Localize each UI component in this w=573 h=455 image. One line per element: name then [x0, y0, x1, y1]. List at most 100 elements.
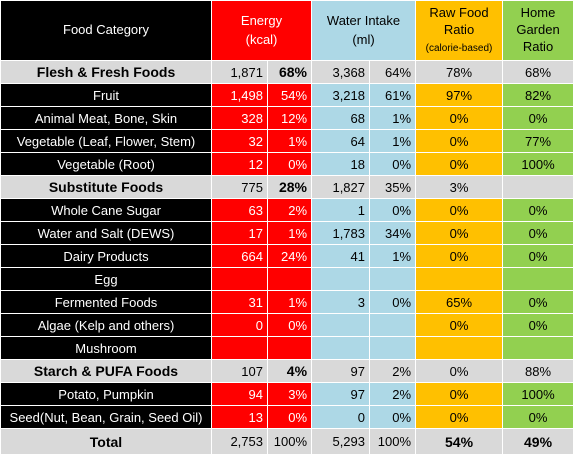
row-ml-pct: 0%	[370, 406, 416, 429]
row-home: 82%	[503, 84, 573, 107]
row-raw: 0%	[416, 314, 503, 337]
header-energy-label: Energy	[241, 13, 282, 28]
row-ml-pct: 1%	[370, 107, 416, 130]
row-kcal: 63	[212, 199, 268, 222]
row-name: Vegetable (Leaf, Flower, Stem)	[1, 130, 212, 153]
table-row: Vegetable (Root) 12 0% 18 0% 0% 100%	[1, 153, 573, 176]
row-ml-pct: 34%	[370, 222, 416, 245]
table-row: Algae (Kelp and others) 0 0% 0% 0%	[1, 314, 573, 337]
row-ml: 3,218	[312, 84, 370, 107]
row-home	[503, 176, 573, 199]
table-row: Whole Cane Sugar 63 2% 1 0% 0% 0%	[1, 199, 573, 222]
row-ml-pct: 2%	[370, 360, 416, 383]
row-name: Dairy Products	[1, 245, 212, 268]
row-home: 0%	[503, 314, 573, 337]
table-row-group: Flesh & Fresh Foods 1,871 68% 3,368 64% …	[1, 61, 573, 84]
row-kcal-pct: 12%	[268, 107, 312, 130]
table-row: Potato, Pumpkin 94 3% 97 2% 0% 100%	[1, 383, 573, 406]
row-raw	[416, 268, 503, 291]
row-ml-pct	[370, 268, 416, 291]
row-home: 0%	[503, 199, 573, 222]
row-home	[503, 268, 573, 291]
row-ml: 41	[312, 245, 370, 268]
row-kcal	[212, 337, 268, 360]
row-kcal-pct: 1%	[268, 222, 312, 245]
row-kcal: 0	[212, 314, 268, 337]
row-kcal-pct: 1%	[268, 291, 312, 314]
row-name: Starch & PUFA Foods	[1, 360, 212, 383]
row-raw: 65%	[416, 291, 503, 314]
row-name: Water and Salt (DEWS)	[1, 222, 212, 245]
row-name: Seed(Nut, Bean, Grain, Seed Oil)	[1, 406, 212, 429]
row-name: Vegetable (Root)	[1, 153, 212, 176]
header-raw-food-note: (calorie-based)	[426, 43, 493, 54]
row-name: Animal Meat, Bone, Skin	[1, 107, 212, 130]
row-kcal: 1,871	[212, 61, 268, 84]
header-raw-food-line1: Raw Food	[429, 5, 488, 20]
table-row-group: Starch & PUFA Foods 107 4% 97 2% 0% 88%	[1, 360, 573, 383]
row-raw: 0%	[416, 245, 503, 268]
row-kcal	[212, 268, 268, 291]
table-row: Fermented Foods 31 1% 3 0% 65% 0%	[1, 291, 573, 314]
row-name: Substitute Foods	[1, 176, 212, 199]
row-home: 68%	[503, 61, 573, 84]
row-ml-pct: 61%	[370, 84, 416, 107]
row-kcal: 107	[212, 360, 268, 383]
row-ml	[312, 268, 370, 291]
row-ml-pct: 35%	[370, 176, 416, 199]
row-kcal-pct: 28%	[268, 176, 312, 199]
row-name: Fruit	[1, 84, 212, 107]
row-raw: 0%	[416, 199, 503, 222]
row-ml-pct: 0%	[370, 153, 416, 176]
header-water-unit: (ml)	[352, 32, 374, 47]
row-kcal-pct: 54%	[268, 84, 312, 107]
row-raw: 0%	[416, 153, 503, 176]
row-raw	[416, 337, 503, 360]
row-ml-pct: 2%	[370, 383, 416, 406]
row-kcal: 1,498	[212, 84, 268, 107]
row-home	[503, 337, 573, 360]
row-kcal: 17	[212, 222, 268, 245]
row-kcal: 775	[212, 176, 268, 199]
row-kcal-pct	[268, 268, 312, 291]
row-name: Potato, Pumpkin	[1, 383, 212, 406]
row-home: 0%	[503, 222, 573, 245]
table-row: Egg	[1, 268, 573, 291]
header-home-line1: Home	[521, 5, 556, 20]
row-ml: 0	[312, 406, 370, 429]
header-energy: Energy (kcal)	[212, 1, 312, 61]
row-ml-pct	[370, 337, 416, 360]
row-ml: 18	[312, 153, 370, 176]
row-kcal-pct: 1%	[268, 130, 312, 153]
row-kcal: 664	[212, 245, 268, 268]
row-raw: 0%	[416, 130, 503, 153]
row-kcal-pct: 68%	[268, 61, 312, 84]
row-ml: 1,827	[312, 176, 370, 199]
row-home: 77%	[503, 130, 573, 153]
row-ml-pct: 64%	[370, 61, 416, 84]
row-kcal: 13	[212, 406, 268, 429]
row-name: Flesh & Fresh Foods	[1, 61, 212, 84]
row-home: 0%	[503, 245, 573, 268]
row-kcal-pct: 0%	[268, 406, 312, 429]
table-row: Mushroom	[1, 337, 573, 360]
row-ml-pct: 0%	[370, 291, 416, 314]
table-row: Fruit 1,498 54% 3,218 61% 97% 82%	[1, 84, 573, 107]
row-kcal: 94	[212, 383, 268, 406]
row-kcal: 12	[212, 153, 268, 176]
row-raw: 0%	[416, 360, 503, 383]
header-home-line2: Garden	[516, 22, 559, 37]
row-kcal-pct: 0%	[268, 314, 312, 337]
row-home: 0%	[503, 291, 573, 314]
row-raw: 0%	[416, 107, 503, 130]
row-kcal-pct: 4%	[268, 360, 312, 383]
row-name: Egg	[1, 268, 212, 291]
header-home-line3: Ratio	[523, 39, 553, 54]
row-ml: 68	[312, 107, 370, 130]
table-row-group: Substitute Foods 775 28% 1,827 35% 3%	[1, 176, 573, 199]
row-ml-pct	[370, 314, 416, 337]
header-row: Food Category Energy (kcal) Water Intake…	[1, 1, 573, 61]
row-ml: 64	[312, 130, 370, 153]
header-water-label: Water Intake	[327, 13, 400, 28]
